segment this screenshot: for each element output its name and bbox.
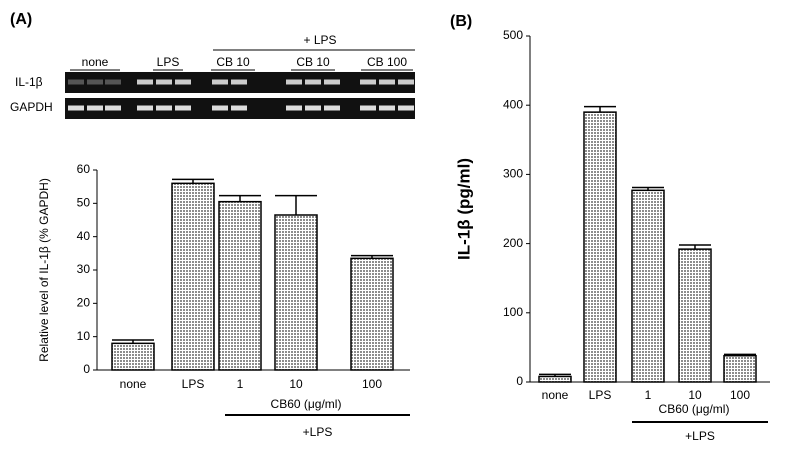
y-tick-label: 300	[503, 167, 523, 181]
gel-row-label: GAPDH	[10, 100, 53, 114]
gel-band	[379, 79, 395, 85]
x-tick-label: LPS	[589, 388, 612, 402]
y-tick-label: 100	[503, 305, 523, 319]
bar	[723, 354, 757, 383]
panel-label: (B)	[450, 13, 472, 30]
gel-lane-label: CB 100	[367, 55, 407, 69]
group-label: CB60 (μg/ml)	[659, 402, 730, 416]
x-tick-label: 100	[730, 388, 750, 402]
gel-band	[156, 105, 172, 111]
gel-band	[68, 105, 84, 111]
gel-band	[398, 79, 414, 85]
gel-lane-label: CB 10	[296, 55, 330, 69]
gel-treatment: + LPS	[303, 33, 336, 47]
gel	[65, 72, 415, 119]
y-tick-label: 10	[77, 329, 91, 343]
y-axis-label: IL-1β (pg/ml)	[454, 158, 473, 260]
group-sublabel: +LPS	[303, 425, 333, 439]
gel-band	[105, 105, 121, 111]
y-tick-label: 60	[77, 162, 91, 176]
x-tick-label: 10	[289, 377, 303, 391]
gel-band	[87, 105, 103, 111]
gel-band	[212, 105, 228, 111]
gel-band	[379, 105, 395, 111]
gel-band	[105, 79, 121, 85]
x-tick-label: none	[120, 377, 147, 391]
gel-row-label: IL-1β	[15, 75, 43, 89]
x-tick-label: none	[542, 388, 569, 402]
bar	[583, 111, 617, 383]
bar	[111, 342, 155, 371]
y-tick-label: 500	[503, 28, 523, 42]
y-tick-label: 0	[83, 362, 90, 376]
bar	[678, 248, 712, 383]
gel-band	[286, 79, 302, 85]
gel-band	[286, 105, 302, 111]
y-tick-label: 400	[503, 97, 523, 111]
gel-band	[231, 79, 247, 85]
gel-band	[305, 79, 321, 85]
gel-band	[324, 79, 340, 85]
gel-band	[137, 105, 153, 111]
gel-band	[212, 79, 228, 85]
group-label: CB60 (μg/ml)	[271, 397, 342, 411]
bar	[274, 214, 318, 371]
bar	[538, 375, 572, 383]
y-tick-label: 0	[516, 374, 523, 388]
gel-band	[137, 79, 153, 85]
x-tick-label: LPS	[182, 377, 205, 391]
gel-band	[175, 79, 191, 85]
gel-lane-label: none	[82, 55, 109, 69]
gel-band	[68, 79, 84, 85]
x-tick-label: 10	[688, 388, 702, 402]
gel-lane-label: LPS	[157, 55, 180, 69]
gel-band	[360, 105, 376, 111]
y-tick-label: 200	[503, 236, 523, 250]
bar	[171, 182, 215, 371]
gel-band	[156, 79, 172, 85]
y-tick-label: 20	[77, 296, 91, 310]
y-tick-label: 30	[77, 262, 91, 276]
gel-band	[360, 79, 376, 85]
gel-band	[305, 105, 321, 111]
gel-band	[231, 105, 247, 111]
y-tick-label: 40	[77, 229, 91, 243]
group-sublabel: +LPS	[685, 429, 715, 443]
bar	[631, 189, 665, 383]
y-tick-label: 50	[77, 196, 91, 210]
x-tick-label: 100	[362, 377, 382, 391]
gel-band	[324, 105, 340, 111]
x-tick-label: 1	[237, 377, 244, 391]
panel-label: (A)	[10, 11, 32, 28]
bar	[218, 200, 262, 371]
bar	[350, 257, 394, 371]
x-tick-label: 1	[645, 388, 652, 402]
gel-lane-label: CB 10	[216, 55, 250, 69]
gel-band	[175, 105, 191, 111]
gel-band	[398, 105, 414, 111]
gel-band	[87, 79, 103, 85]
y-axis-label: Relative level of IL-1β (% GAPDH)	[37, 178, 51, 362]
